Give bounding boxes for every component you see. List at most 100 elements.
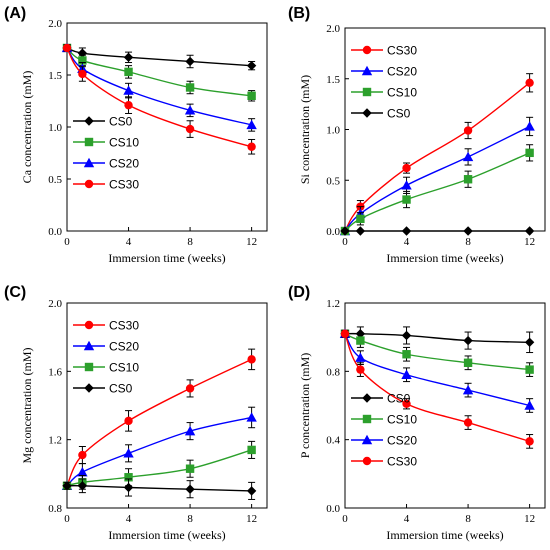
data-point	[77, 48, 88, 58]
data-point	[401, 226, 412, 236]
x-tick-label: 4	[404, 236, 410, 248]
data-point	[524, 400, 535, 410]
y-axis-title: Si concentration (mM)	[298, 75, 312, 184]
legend-marker	[83, 340, 95, 351]
x-axis-title: Immersion time (weeks)	[108, 528, 225, 542]
data-point	[356, 336, 365, 345]
series-line	[66, 47, 252, 148]
data-point	[124, 67, 133, 77]
series-line	[66, 47, 252, 67]
legend-label: CS0	[387, 107, 411, 121]
chart-panel-3: (C) 0.8 1.2 1.6 2.0 0 4 8 12 Immersion time (week…	[4, 284, 268, 542]
legend-marker	[361, 434, 373, 445]
legend-marker	[83, 157, 95, 168]
series-cs0	[62, 478, 257, 500]
panel-label: (C)	[4, 284, 26, 301]
x-tick-label: 8	[465, 236, 471, 248]
data-point	[123, 448, 134, 458]
plot-frame	[344, 302, 546, 509]
data-point	[462, 384, 474, 395]
y-axis-title: Ca concentration (mM)	[20, 71, 34, 184]
data-point	[123, 52, 134, 63]
y-tick-label: 0.0	[326, 226, 340, 238]
chart-panel-1: (A) 0.0 0.5 1.0 1.5 2.0 0 4 8 12 Immersion time (w…	[4, 5, 268, 265]
panel-label: (D)	[288, 284, 310, 301]
legend: CS30 CS20 CS10 CS0	[73, 319, 139, 396]
legend-label: CS30	[387, 44, 417, 58]
data-point	[402, 350, 411, 359]
legend-label: CS30	[387, 455, 417, 469]
series-line	[66, 484, 252, 492]
data-point	[524, 226, 535, 236]
legend-marker	[362, 108, 372, 118]
y-tick-label: 1.2	[48, 435, 62, 447]
y-tick-label: 1.0	[48, 122, 62, 134]
legend-label: CS30	[109, 178, 139, 192]
y-axis-title: Mg concentration (mM)	[20, 348, 34, 464]
data-point	[78, 450, 87, 460]
legend-marker	[84, 362, 94, 372]
data-point	[340, 226, 350, 236]
legend-label: CS10	[387, 86, 417, 100]
x-tick-label: 8	[187, 513, 193, 525]
legend-label: CS0	[387, 392, 411, 406]
data-point	[462, 151, 474, 162]
data-point	[78, 56, 87, 65]
data-point	[402, 399, 411, 408]
data-point	[463, 175, 473, 184]
x-tick-label: 8	[465, 513, 471, 525]
data-point	[356, 365, 365, 374]
data-point	[401, 369, 412, 379]
legend-label: CS20	[109, 157, 139, 171]
y-tick-label: 1.5	[48, 70, 62, 82]
legend-marker	[84, 320, 94, 330]
series-line	[344, 125, 530, 232]
y-tick-label: 2.0	[48, 18, 62, 30]
x-tick-label: 12	[246, 513, 257, 525]
legend-marker	[362, 45, 372, 55]
data-point	[524, 337, 535, 347]
data-point	[124, 100, 133, 110]
x-tick-label: 0	[342, 513, 348, 525]
data-point	[463, 335, 473, 346]
data-point	[246, 119, 257, 130]
data-point	[185, 83, 195, 92]
series-line	[344, 82, 531, 232]
data-point	[185, 484, 195, 494]
series-cs10	[62, 440, 256, 490]
series-line	[344, 332, 530, 343]
legend-label: CS20	[109, 340, 139, 354]
data-point	[463, 126, 473, 135]
series-cs0	[340, 226, 535, 236]
x-tick-label: 0	[342, 236, 348, 248]
y-tick-label: 0.8	[326, 366, 340, 378]
series-line	[344, 152, 530, 232]
y-axis-title: P concentration (mM)	[298, 353, 312, 459]
data-point	[185, 464, 195, 473]
data-point	[401, 180, 412, 190]
legend-marker	[362, 87, 372, 97]
data-point	[184, 425, 196, 436]
data-point	[525, 437, 534, 446]
series-cs30	[62, 43, 256, 155]
data-point	[185, 124, 195, 134]
x-tick-label: 4	[126, 513, 132, 525]
x-tick-label: 0	[64, 236, 70, 248]
data-point	[62, 43, 72, 53]
data-point	[78, 69, 87, 79]
data-point	[246, 60, 257, 71]
y-tick-label: 0.5	[326, 175, 340, 187]
data-point	[525, 78, 534, 88]
data-point	[402, 163, 411, 173]
legend: CS0 CS10 CS20 CS30	[351, 392, 417, 469]
legend-label: CS20	[387, 65, 417, 79]
series-line	[66, 449, 252, 487]
data-point	[355, 226, 366, 236]
series-cs10	[340, 144, 534, 236]
data-point	[124, 473, 133, 482]
series-cs0	[62, 43, 257, 71]
series-cs20	[339, 328, 535, 413]
y-tick-label: 2.0	[48, 298, 62, 310]
series-cs10	[340, 329, 534, 377]
x-tick-label: 0	[64, 513, 70, 525]
